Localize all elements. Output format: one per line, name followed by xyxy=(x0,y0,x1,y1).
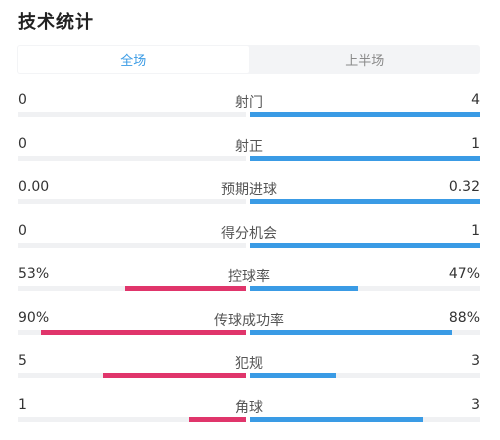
home-bar-track xyxy=(18,417,246,422)
stat-away-value: 0.32 xyxy=(448,179,480,195)
stat-home-value: 53% xyxy=(18,266,50,282)
away-bar-track xyxy=(250,243,480,248)
away-bar xyxy=(250,373,336,378)
stat-home-value: 0.00 xyxy=(18,179,50,195)
stat-label: 传球成功率 xyxy=(214,313,284,329)
home-bar-track xyxy=(18,199,246,204)
stat-away-value: 47% xyxy=(448,266,480,282)
stat-home-value: 0 xyxy=(18,136,27,152)
away-bar-track xyxy=(250,417,480,422)
stat-label: 犯规 xyxy=(235,356,263,372)
stat-row: 90% 传球成功率 88% xyxy=(18,310,480,340)
home-bar xyxy=(189,417,246,422)
stat-home-value: 0 xyxy=(18,223,27,239)
away-bar xyxy=(250,199,480,204)
away-bar-track xyxy=(250,330,480,335)
stat-label: 预期进球 xyxy=(221,182,277,198)
stat-row: 1 角球 3 xyxy=(18,397,480,427)
stat-label: 得分机会 xyxy=(221,226,277,242)
stat-away-value: 1 xyxy=(471,136,480,152)
stat-row: 0 射正 1 xyxy=(18,136,480,166)
stat-label: 控球率 xyxy=(228,269,270,285)
home-bar-track xyxy=(18,286,246,291)
stat-away-value: 88% xyxy=(448,310,480,326)
away-bar xyxy=(250,156,480,161)
away-bar-track xyxy=(250,286,480,291)
away-bar-track xyxy=(250,156,480,161)
home-bar-track xyxy=(18,112,246,117)
stat-row: 0.00 预期进球 0.32 xyxy=(18,179,480,209)
home-bar-track xyxy=(18,330,246,335)
tab-first-half[interactable]: 上半场 xyxy=(345,54,385,69)
stat-label: 射门 xyxy=(235,95,263,111)
stat-home-value: 5 xyxy=(18,353,27,369)
away-bar xyxy=(250,112,480,117)
away-bar xyxy=(250,417,423,422)
home-bar xyxy=(103,373,246,378)
away-bar-track xyxy=(250,373,480,378)
home-bar-track xyxy=(18,373,246,378)
stat-row: 53% 控球率 47% xyxy=(18,266,480,296)
tab-full-match[interactable]: 全场 xyxy=(18,46,249,73)
page-title: 技术统计 xyxy=(18,12,94,33)
stat-label: 射正 xyxy=(235,139,263,155)
stat-row: 0 射门 4 xyxy=(18,92,480,122)
stat-away-value: 3 xyxy=(471,397,480,413)
home-bar xyxy=(41,330,246,335)
stat-away-value: 4 xyxy=(471,92,480,108)
away-bar-track xyxy=(250,112,480,117)
away-bar xyxy=(250,243,480,248)
tab-bar: 全场 上半场 xyxy=(17,45,480,74)
stat-away-value: 1 xyxy=(471,223,480,239)
stat-label: 角球 xyxy=(235,400,263,416)
stat-row: 0 得分机会 1 xyxy=(18,223,480,253)
away-bar-track xyxy=(250,199,480,204)
stat-row: 5 犯规 3 xyxy=(18,353,480,383)
home-bar-track xyxy=(18,243,246,248)
away-bar xyxy=(250,330,452,335)
home-bar-track xyxy=(18,156,246,161)
stat-home-value: 0 xyxy=(18,92,27,108)
stat-away-value: 3 xyxy=(471,353,480,369)
stat-home-value: 90% xyxy=(18,310,50,326)
home-bar xyxy=(125,286,246,291)
stat-home-value: 1 xyxy=(18,397,27,413)
away-bar xyxy=(250,286,358,291)
